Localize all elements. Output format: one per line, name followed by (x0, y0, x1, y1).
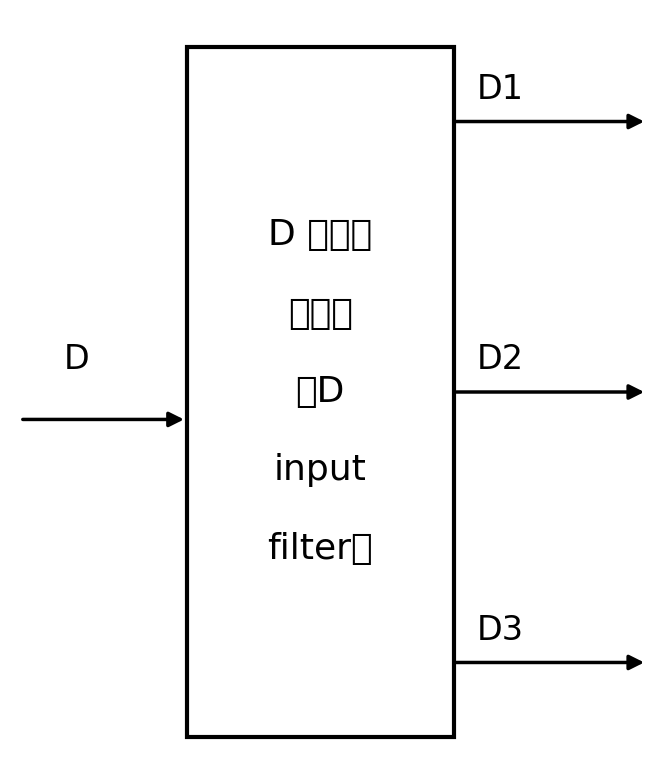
Text: D3: D3 (477, 614, 524, 647)
Text: D: D (64, 343, 89, 376)
Text: D 输入滤: D 输入滤 (268, 218, 372, 252)
Text: （D: （D (295, 375, 345, 409)
Bar (187, 47, 454, 737)
Text: D1: D1 (477, 73, 524, 106)
Text: D2: D2 (477, 343, 524, 376)
Text: filter）: filter） (267, 532, 373, 566)
Text: input: input (273, 453, 367, 488)
Text: 波电路: 波电路 (287, 296, 353, 331)
